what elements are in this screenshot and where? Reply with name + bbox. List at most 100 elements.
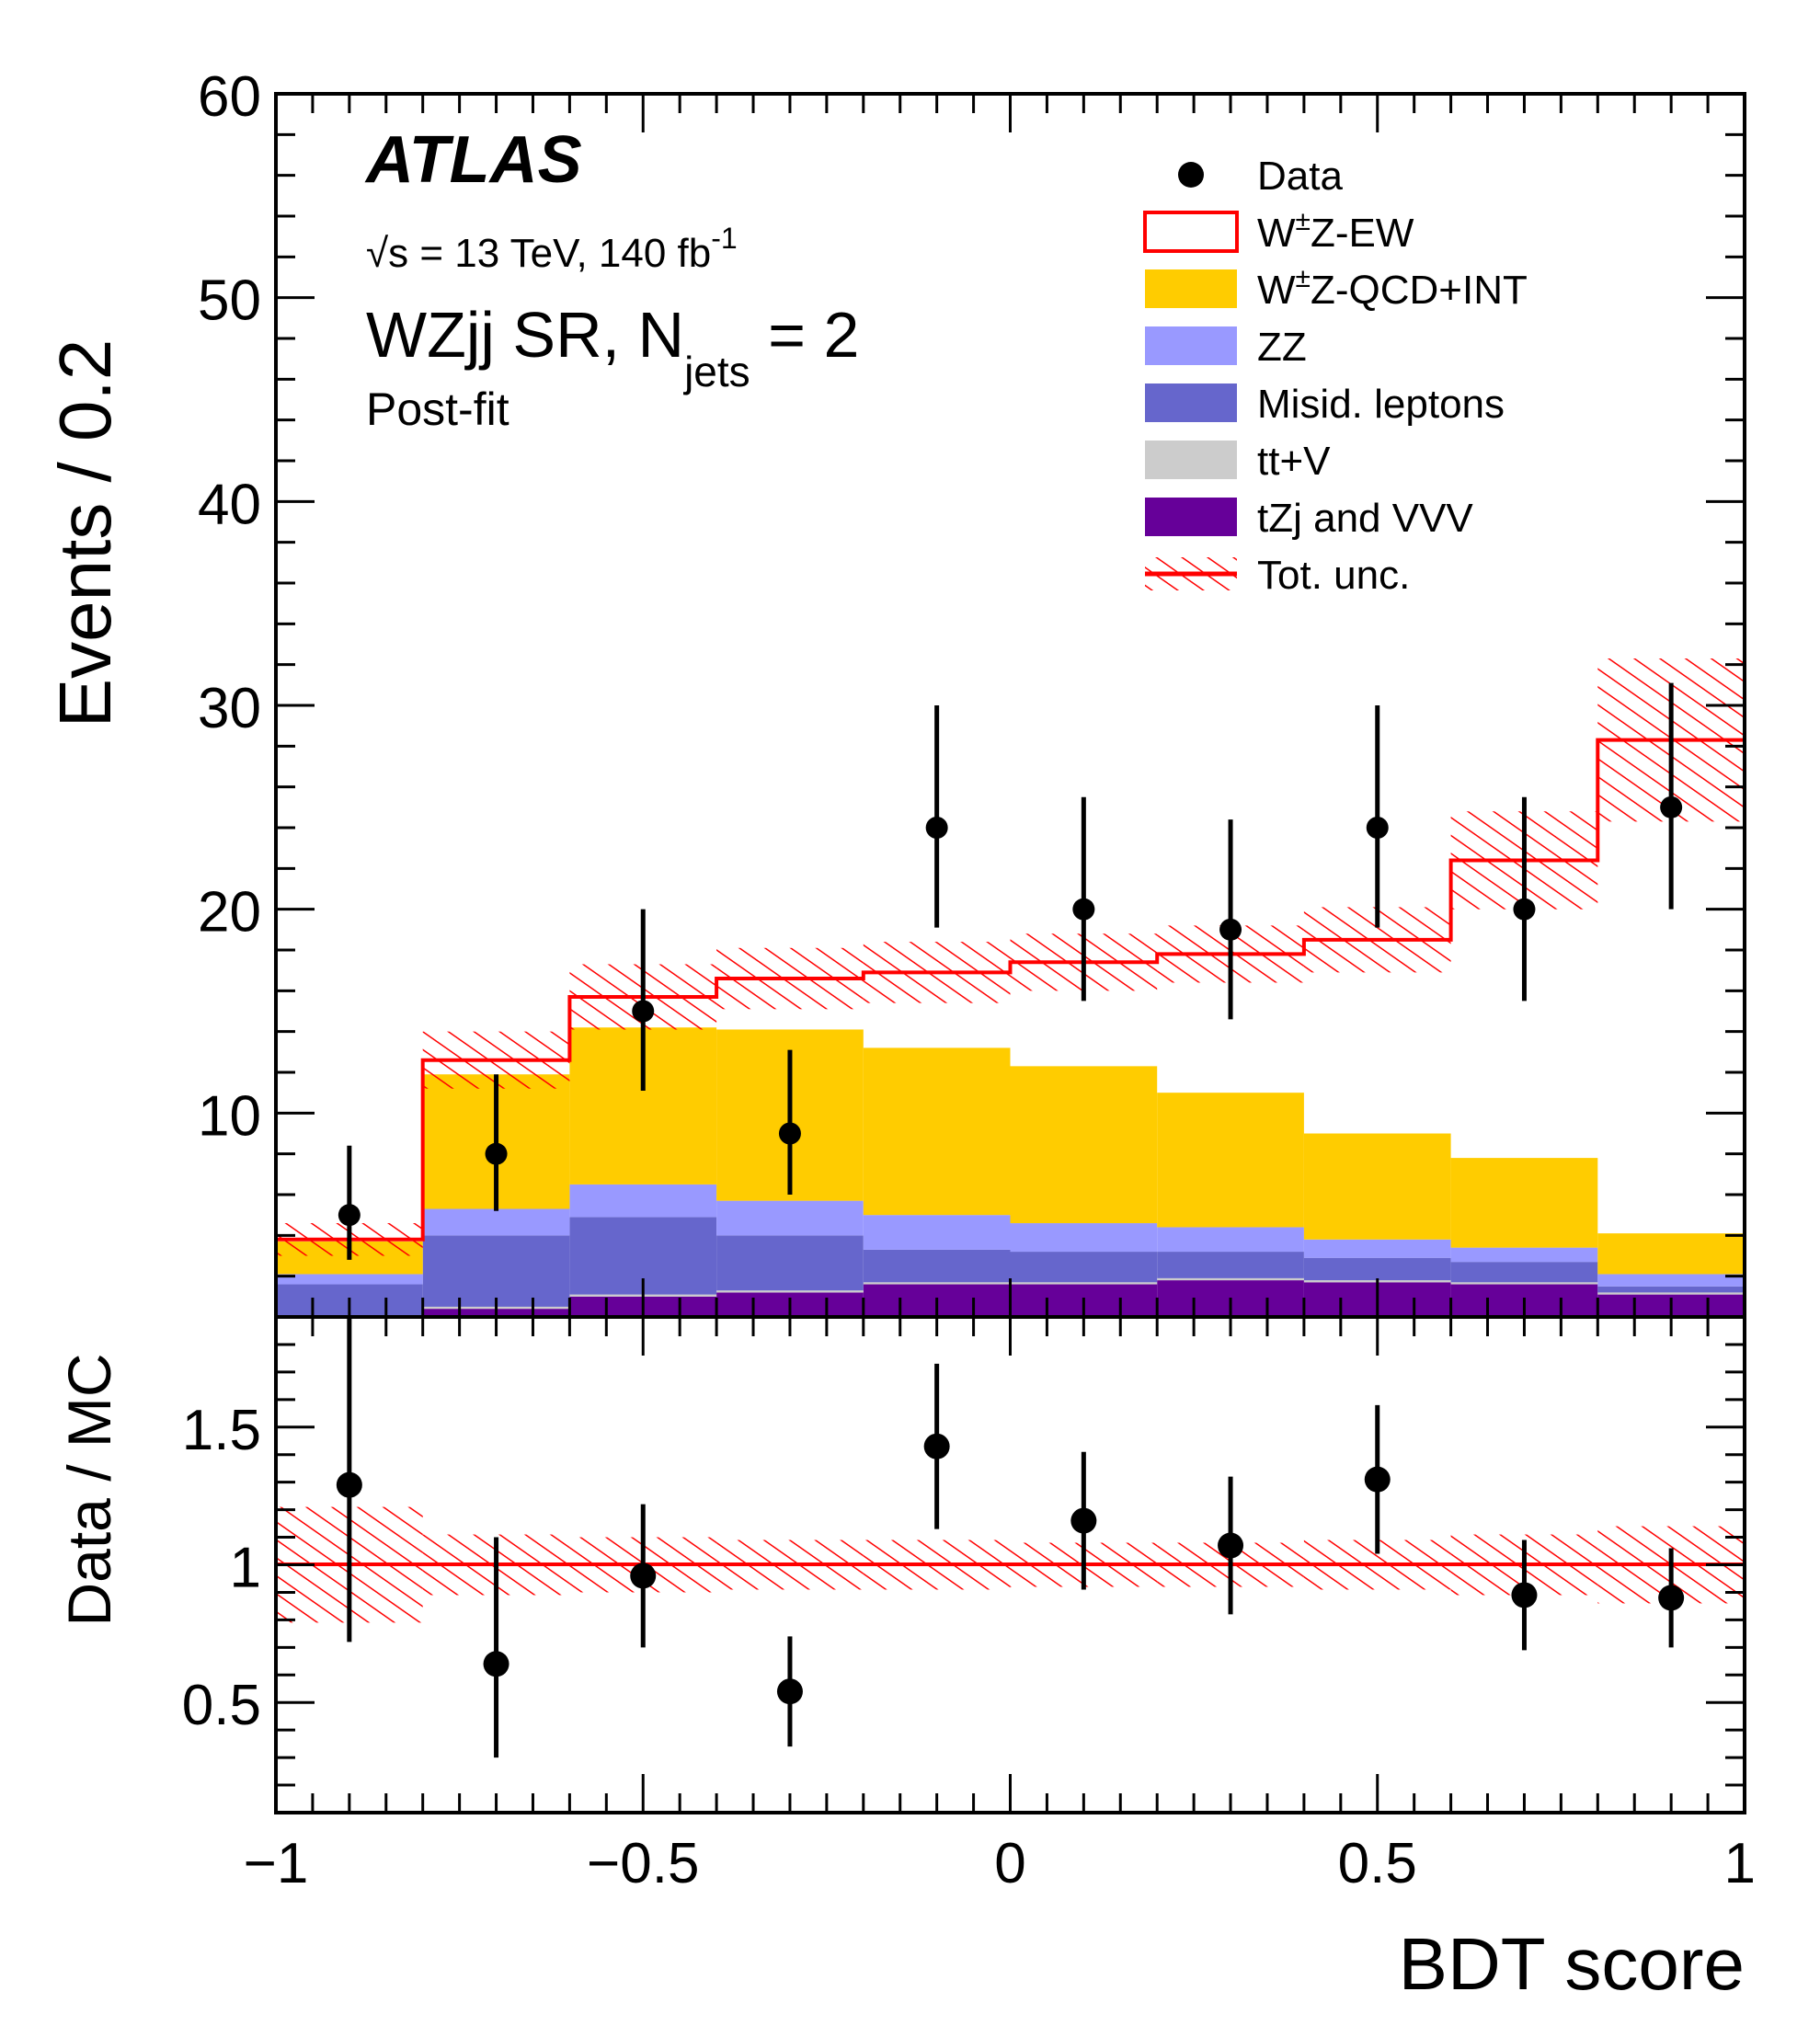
legend-label: tZj and VVV bbox=[1257, 496, 1473, 541]
atlas-label: ATLAS bbox=[364, 123, 582, 197]
bar-wz_qcd bbox=[1450, 1158, 1598, 1248]
bar-ttv bbox=[1157, 1277, 1304, 1281]
bar-misid bbox=[1010, 1252, 1158, 1283]
legend-swatch bbox=[1143, 211, 1239, 253]
bar-misid bbox=[863, 1249, 1011, 1283]
region-subscript: jets bbox=[682, 348, 750, 395]
legend-item-data: Data bbox=[1178, 154, 1343, 199]
data-point bbox=[1513, 898, 1536, 921]
bar-zz bbox=[1450, 1247, 1598, 1263]
legend-swatch bbox=[1145, 269, 1237, 308]
bar-misid bbox=[422, 1235, 570, 1307]
legend-marker-data bbox=[1178, 162, 1204, 188]
ratio-point bbox=[923, 1433, 950, 1459]
data-point bbox=[632, 1000, 655, 1023]
legend-item-tzj_vvv: tZj and VVV bbox=[1145, 496, 1473, 541]
bar-misid bbox=[1597, 1286, 1745, 1293]
energy-label: √s = 13 TeV, 140 fb-1 bbox=[366, 222, 738, 276]
main-y-axis-label: Events / 0.2 bbox=[44, 339, 126, 727]
bar-zz bbox=[863, 1215, 1011, 1250]
wz-ew-total-line bbox=[276, 738, 1745, 1242]
legend-label: W±Z-QCD+INT bbox=[1257, 263, 1528, 313]
legend-label: ZZ bbox=[1257, 325, 1307, 370]
ratio-point bbox=[336, 1471, 362, 1498]
ratio-point bbox=[1070, 1507, 1097, 1534]
ratio-points bbox=[336, 1317, 1685, 1758]
x-tick-label: 1 bbox=[1724, 1832, 1756, 1895]
ratio-y-axis-label: Data / MC bbox=[55, 1353, 123, 1626]
fit-label: Post-fit bbox=[366, 383, 509, 435]
ratio-y-tick-label: 1.5 bbox=[182, 1399, 261, 1462]
legend-item-misid: Misid. leptons bbox=[1145, 382, 1505, 427]
ratio-y-tick-label: 1 bbox=[230, 1537, 261, 1600]
bar-zz bbox=[569, 1184, 717, 1218]
bar-ttv bbox=[716, 1290, 864, 1293]
legend-label: Tot. unc. bbox=[1257, 553, 1410, 598]
bar-zz bbox=[1303, 1239, 1451, 1258]
legend-item-zz: ZZ bbox=[1145, 325, 1307, 370]
bar-wz_qcd bbox=[863, 1047, 1011, 1216]
sqrt-symbol: √ bbox=[366, 231, 389, 276]
legend-label: tt+V bbox=[1257, 439, 1331, 484]
x-tick-label: −0.5 bbox=[587, 1832, 699, 1895]
legend-item-wz_qcd: W±Z-QCD+INT bbox=[1145, 263, 1528, 313]
ratio-frame bbox=[274, 1315, 1746, 1814]
legend-swatch bbox=[1145, 441, 1237, 479]
x-tick-labels: −1 −0.5 0 0.5 1 bbox=[244, 1832, 1756, 1895]
x-axis-label: BDT score bbox=[1399, 1923, 1745, 2005]
main-y-tick-labels: 10 20 30 40 50 60 bbox=[198, 65, 261, 1148]
region-main: WZjj SR, N bbox=[366, 299, 684, 371]
legend-item-ttv: tt+V bbox=[1145, 439, 1331, 484]
energy-text: s = 13 TeV, 140 fb bbox=[388, 231, 711, 276]
bar-wz_qcd bbox=[1303, 1133, 1451, 1240]
ratio-point bbox=[1364, 1466, 1391, 1493]
y-tick-label: 20 bbox=[198, 881, 261, 944]
data-point bbox=[338, 1204, 361, 1227]
data-point bbox=[778, 1122, 801, 1145]
data-point bbox=[1072, 898, 1095, 921]
ratio-point bbox=[1218, 1532, 1244, 1559]
region-label: WZjj SR, Njets = 2 bbox=[366, 299, 859, 395]
ratio-point bbox=[630, 1562, 657, 1589]
data-point bbox=[1366, 817, 1389, 839]
bar-misid bbox=[1303, 1257, 1451, 1281]
ratio-point bbox=[1658, 1585, 1685, 1611]
legend-label: Data bbox=[1257, 154, 1343, 199]
bar-zz bbox=[1157, 1227, 1304, 1253]
bar-zz bbox=[716, 1200, 864, 1236]
bar-zz bbox=[1597, 1274, 1745, 1287]
data-points bbox=[338, 682, 1683, 1260]
bar-ttv bbox=[863, 1282, 1011, 1285]
y-tick-label: 50 bbox=[198, 269, 261, 333]
lumi-exponent: -1 bbox=[711, 222, 737, 255]
main-panel: 10 20 30 40 50 60 Events / 0.2 bbox=[44, 65, 1746, 1319]
x-tick-label: 0 bbox=[994, 1832, 1025, 1895]
ratio-point bbox=[776, 1678, 803, 1705]
bar-misid bbox=[716, 1235, 864, 1291]
bar-misid bbox=[1157, 1252, 1304, 1278]
bar-wz_qcd bbox=[1157, 1093, 1304, 1228]
legend-label: W±Z-EW bbox=[1257, 206, 1414, 256]
ratio-y-tick-label: 0.5 bbox=[182, 1674, 261, 1737]
bar-ttv bbox=[1450, 1282, 1598, 1285]
total-step-line bbox=[276, 738, 1745, 1242]
legend-swatch bbox=[1145, 383, 1237, 422]
region-tail: = 2 bbox=[750, 299, 860, 371]
annotations: ATLAS √s = 13 TeV, 140 fb-1 WZjj SR, Nje… bbox=[364, 123, 859, 435]
y-tick-label: 60 bbox=[198, 65, 261, 129]
ratio-point bbox=[1511, 1582, 1538, 1608]
legend-swatch bbox=[1145, 326, 1237, 365]
data-point bbox=[925, 817, 948, 839]
data-point bbox=[1660, 796, 1683, 818]
ratio-y-tick-labels: 0.5 1 1.5 bbox=[182, 1399, 261, 1737]
bar-ttv bbox=[1597, 1292, 1745, 1295]
x-tick-label: 0.5 bbox=[1338, 1832, 1417, 1895]
bar-zz bbox=[276, 1274, 423, 1285]
legend-label: Misid. leptons bbox=[1257, 382, 1505, 427]
ratio-axis-ticks bbox=[274, 1317, 1746, 1814]
ratio-point bbox=[483, 1651, 509, 1677]
y-tick-label: 30 bbox=[198, 677, 261, 740]
legend-item-wz_ew: W±Z-EW bbox=[1143, 206, 1414, 256]
ratio-panel: 0.5 1 1.5 −1 −0.5 0 0.5 1 Data / MC BDT score bbox=[55, 1315, 1756, 2005]
